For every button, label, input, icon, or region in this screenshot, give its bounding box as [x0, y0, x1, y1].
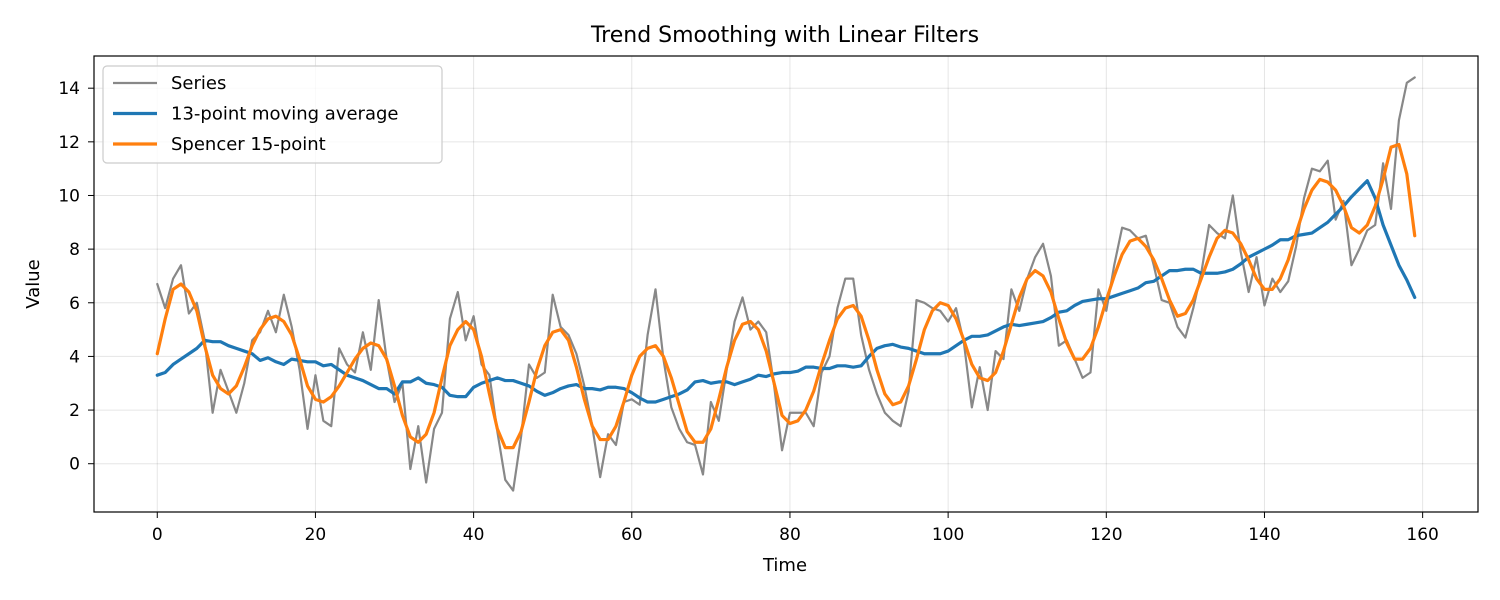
legend-label: 13-point moving average: [171, 104, 398, 125]
x-tick-label: 120: [1090, 525, 1122, 545]
y-tick-label: 10: [58, 186, 80, 206]
x-tick-label: 0: [152, 525, 163, 545]
legend-label: Spencer 15-point: [171, 134, 326, 155]
y-tick-label: 0: [69, 455, 80, 475]
x-axis-title: Time: [762, 555, 807, 576]
x-tick-label: 100: [932, 525, 964, 545]
legend-label: Series: [171, 73, 226, 94]
chart-title: Trend Smoothing with Linear Filters: [590, 23, 979, 48]
y-tick-label: 6: [69, 294, 80, 314]
x-axis: 0 20 40 60 80 100 120 140 160: [152, 512, 1439, 545]
y-tick-label: 8: [69, 240, 80, 260]
series-line-spencer-15-point: [155, 142, 1417, 450]
legend-box: [102, 65, 443, 164]
legend: Series 13-point moving average Spencer 15-…: [102, 65, 443, 164]
series-layer: [155, 76, 1417, 492]
y-tick-label: 2: [69, 401, 80, 421]
x-tick-label: 20: [305, 525, 327, 545]
series-line-series: [156, 76, 1416, 492]
y-tick-label: 4: [69, 347, 80, 367]
x-tick-label: 140: [1248, 525, 1280, 545]
x-tick-label: 160: [1406, 525, 1438, 545]
x-tick-label: 80: [779, 525, 801, 545]
y-axis-title: Value: [23, 259, 44, 308]
y-axis: 0 2 4 6 8 10 12 14: [58, 79, 94, 475]
plot-frame: [93, 55, 1479, 513]
y-tick-label: 14: [58, 79, 80, 99]
x-tick-label: 40: [463, 525, 485, 545]
grid-lines: [94, 56, 1478, 512]
x-tick-label: 60: [621, 525, 643, 545]
series-line-13-point-moving-average: [155, 179, 1417, 404]
y-tick-label: 12: [58, 133, 80, 153]
